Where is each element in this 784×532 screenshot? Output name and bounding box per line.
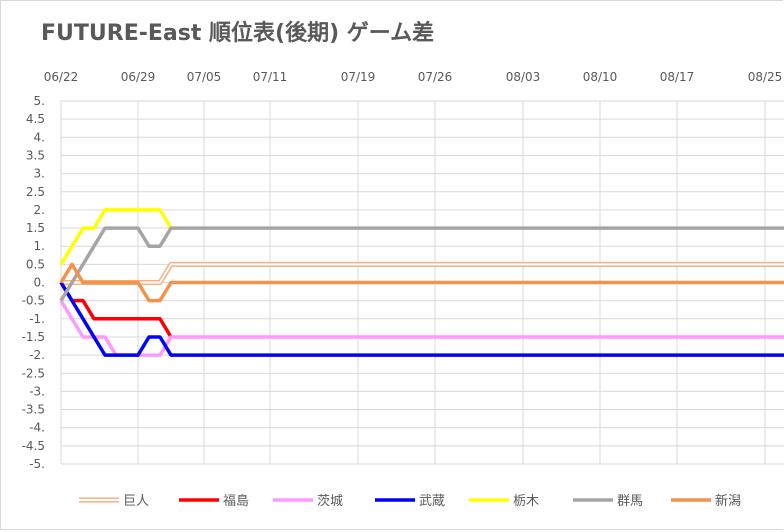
legend-label: 新潟 [715,493,741,509]
x-tick-label: 06/22 [44,70,79,84]
y-tick-label: 3. [34,167,45,181]
legend-label: 武蔵 [419,494,445,509]
series-line-福島 [59,281,173,338]
x-tick-label: 06/29 [121,70,156,84]
legend-item-茨城: 茨城 [273,494,343,509]
y-tick-label: -1. [29,312,45,326]
legend-item-栃木: 栃木 [469,494,539,509]
legend-item-武蔵: 武蔵 [375,494,445,509]
series-line-茨城 [59,299,784,357]
x-tick-label: 08/10 [583,70,618,84]
y-axis-ticks: 5. 4.5 4. 3.5 3. 2.5 2. 1.5 1. 0.5 0. -0.5 -1. -1.5 -2… [22,94,45,471]
x-axis-ticks: 06/22 06/29 07/05 07/11 07/19 07/26 08/03 08/10… [44,70,783,84]
series-line-巨人 [61,261,784,285]
y-tick-label: 4. [34,130,45,144]
y-tick-label: 4.5 [26,112,45,126]
series-line-群馬 [59,226,784,302]
series-line-武蔵 [59,281,784,357]
x-tick-label: 07/05 [187,70,222,84]
legend-item-新潟: 新潟 [671,493,741,509]
y-tick-label: 1. [34,239,45,253]
y-tick-label: -2. [29,348,45,362]
y-tick-label: 5. [34,94,45,108]
legend-item-群馬: 群馬 [573,494,643,509]
y-tick-label: 3.5 [26,148,45,162]
x-tick-label: 08/03 [506,70,541,84]
x-tick-label: 07/26 [418,70,453,84]
y-tick-label: -4.5 [22,439,45,453]
y-tick-label: -0.5 [22,294,45,308]
x-tick-label: 08/25 [748,70,783,84]
y-tick-label: 2.5 [26,185,45,199]
y-tick-label: 0. [34,276,45,290]
x-tick-label: 07/11 [253,70,288,84]
legend-label: 栃木 [513,494,539,509]
y-tick-label: -3.5 [22,403,45,417]
y-tick-label: 1.5 [26,221,45,235]
legend-label: 群馬 [617,494,643,509]
y-tick-label: 0.5 [26,257,45,271]
legend-label: 茨城 [317,494,343,509]
y-tick-label: -4. [29,421,45,435]
y-tick-label: -2.5 [22,366,45,380]
legend-item-巨人: 巨人 [79,494,149,509]
series-line-栃木 [59,208,173,266]
series-layer [59,208,784,357]
y-tick-label: -3. [29,384,45,398]
y-tick-label: 2. [34,203,45,217]
y-tick-label: -1.5 [22,330,45,344]
legend-label: 福島 [223,494,249,509]
y-tick-label: -5. [29,457,45,471]
chart-title: FUTURE-East 順位表(後期) ゲーム差 [41,21,435,46]
legend-item-福島: 福島 [179,494,249,509]
x-tick-label: 07/19 [341,70,376,84]
series-line-新潟 [59,262,784,303]
legend-label: 巨人 [123,494,149,509]
x-tick-label: 08/17 [660,70,695,84]
legend: 巨人 福島 茨城 武蔵 栃木 群馬 新潟 [79,493,741,509]
